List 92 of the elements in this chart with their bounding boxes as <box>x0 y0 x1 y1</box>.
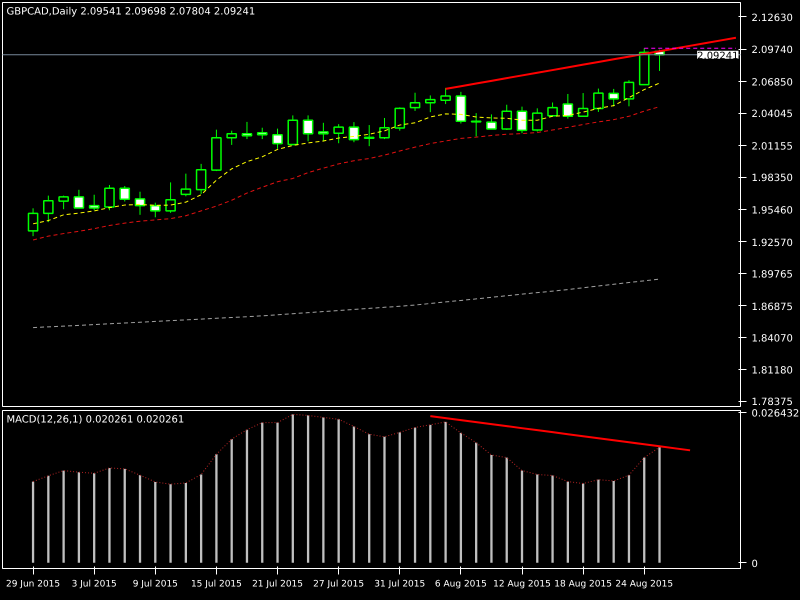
candlestick <box>28 208 38 237</box>
candlestick <box>608 88 620 107</box>
bar <box>536 474 538 563</box>
bar <box>230 439 233 563</box>
candlestick <box>43 195 54 223</box>
candlestick <box>379 117 390 140</box>
bar <box>62 470 65 563</box>
y-tick-label: 1.95460 <box>752 205 793 216</box>
y-tick-label: 2.01155 <box>752 142 793 153</box>
candlestick <box>424 94 436 113</box>
candlestick <box>562 93 574 120</box>
candlestick <box>364 124 375 147</box>
y-tick-label: 1.98350 <box>752 173 793 184</box>
candlestick <box>486 114 497 130</box>
candlestick <box>88 194 100 211</box>
bar <box>643 458 646 563</box>
ref-line-label: 2.09241 <box>697 50 739 62</box>
bar <box>154 482 156 563</box>
bar <box>292 414 294 563</box>
line-series <box>32 278 660 328</box>
bar <box>460 432 462 563</box>
candlestick <box>593 88 604 112</box>
bar <box>398 432 401 563</box>
bar <box>184 482 187 563</box>
candlestick <box>226 130 238 146</box>
y-tick-label: 2.12630 <box>752 12 793 24</box>
candlestick <box>410 92 420 112</box>
candlestick <box>318 122 329 142</box>
y-tick-label: 1.89765 <box>752 269 793 280</box>
bar <box>612 481 615 563</box>
candlestick <box>134 191 146 216</box>
line-series <box>444 36 737 90</box>
candlestick <box>256 127 268 140</box>
candlestick <box>333 124 344 144</box>
bar <box>200 474 202 563</box>
bar <box>368 434 370 563</box>
y-tick-label: 2.09740 <box>752 45 793 56</box>
y-tick-label: 1.92570 <box>752 238 793 249</box>
candlestick <box>196 163 206 194</box>
y-tick-label: 1.78375 <box>752 397 793 408</box>
candlestick <box>578 92 588 118</box>
x-tick-label: 24 Aug 2015 <box>615 580 674 590</box>
x-tick-label: 6 Aug 2015 <box>434 580 487 590</box>
candlestick <box>119 185 130 202</box>
x-tick-label: 9 Jul 2015 <box>132 580 178 590</box>
candlestick <box>624 80 634 107</box>
bar <box>338 419 340 563</box>
candlestick <box>516 106 528 134</box>
chart-title: GBPCAD,Daily 2.09541 2.09698 2.07804 2.09241 <box>6 6 256 18</box>
candlestick <box>532 108 543 132</box>
candlestick <box>302 114 314 142</box>
x-tick-label: 15 Jul 2015 <box>190 580 242 590</box>
bar <box>47 476 50 563</box>
x-tick-label: 21 Jul 2015 <box>252 580 303 590</box>
candlestick <box>58 195 69 210</box>
x-tick-label: 29 Jun 2015 <box>6 580 60 590</box>
candlestick <box>180 173 192 197</box>
bar <box>444 422 447 563</box>
y-tick-label: 0 <box>752 558 758 570</box>
x-tick-label: 3 Jul 2015 <box>72 580 117 590</box>
bar <box>429 424 432 563</box>
y-tick-label: 1.81180 <box>752 366 793 377</box>
candlestick <box>74 189 84 209</box>
candlestick <box>348 122 360 143</box>
line-series <box>32 106 660 240</box>
candlestick <box>104 184 115 211</box>
x-tick-label: 12 Aug 2015 <box>493 580 551 590</box>
candlestick <box>272 128 283 150</box>
y-tick-label: 2.06850 <box>752 78 793 89</box>
y-tick-label: 1.86875 <box>752 302 793 313</box>
candlestick <box>440 87 451 105</box>
x-tick-label: 18 Aug 2015 <box>554 580 612 590</box>
bar <box>93 473 96 563</box>
line-series <box>429 415 692 452</box>
x-tick-label: 27 Jul 2015 <box>313 580 364 590</box>
y-tick-label: 0.026432 <box>752 408 800 420</box>
bar <box>582 484 584 563</box>
bar <box>506 458 508 563</box>
y-tick-label: 2.04045 <box>752 109 793 120</box>
bar <box>322 417 325 563</box>
candlestick <box>165 182 176 214</box>
candlestick <box>242 121 252 140</box>
candlestick <box>470 112 482 137</box>
candlestick <box>501 104 512 130</box>
chart-title: MACD(12,26,1) 0.020261 0.020261 <box>6 414 184 426</box>
bar <box>261 422 264 563</box>
candlestick <box>547 102 558 117</box>
y-tick-label: 1.84070 <box>752 333 793 344</box>
x-tick-label: 31 Jul 2015 <box>374 580 426 590</box>
bar <box>566 482 569 563</box>
bar <box>475 442 478 563</box>
bar <box>124 468 126 563</box>
